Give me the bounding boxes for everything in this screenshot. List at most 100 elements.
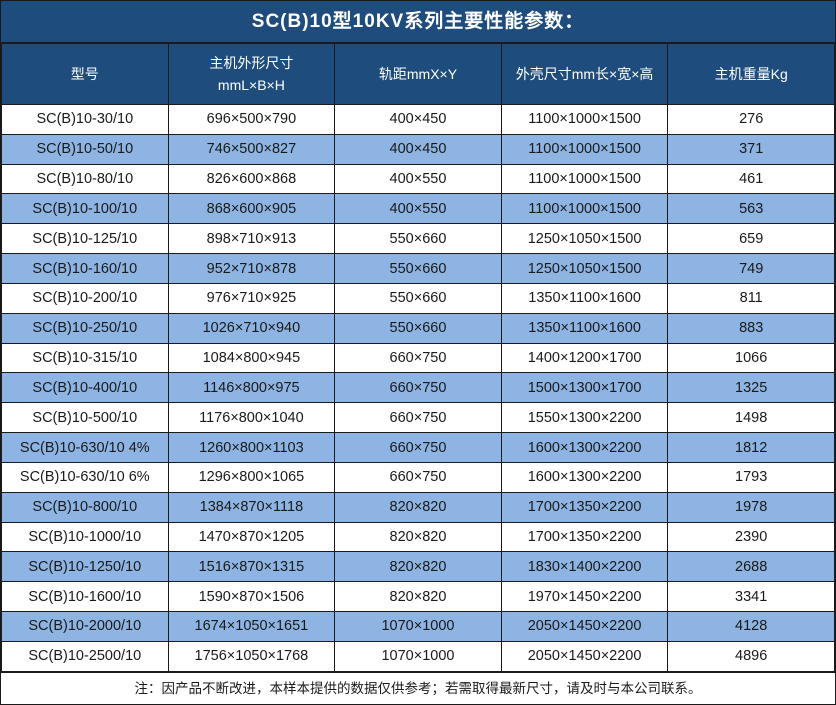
table-cell: 952×710×878 bbox=[167, 253, 336, 284]
table-cell: 1325 bbox=[667, 372, 835, 404]
table-cell: SC(B)10-630/10 4% bbox=[1, 432, 169, 463]
table-cell: 660×750 bbox=[334, 372, 502, 404]
table-cell: 276 bbox=[667, 104, 835, 135]
table-row: SC(B)10-630/10 4% 1260×800×1103 660×750 160… bbox=[1, 432, 835, 463]
table-cell: 1970×1450×2200 bbox=[500, 581, 669, 613]
table-cell: 563 bbox=[667, 193, 835, 225]
table-cell: 1500×1300×1700 bbox=[500, 372, 669, 404]
table-row: SC(B)10-315/10 1084×800×945 660×750 1400×12… bbox=[1, 342, 835, 374]
table-cell: SC(B)10-125/10 bbox=[1, 223, 169, 255]
table-cell: SC(B)10-315/10 bbox=[1, 342, 169, 374]
spec-table: 型号 主机外形尺寸 mmL×B×H 轨距mmX×Y 外壳尺寸mm长×宽×高 主机重量Kg … bbox=[1, 43, 835, 673]
table-cell: 400×550 bbox=[334, 163, 502, 195]
table-row: SC(B)10-250/10 1026×710×940 550×660 1350×11… bbox=[1, 312, 835, 344]
table-row: SC(B)10-400/10 1146×800×975 660×750 1500×13… bbox=[1, 372, 835, 404]
table-cell: 400×450 bbox=[334, 104, 502, 135]
table-row: SC(B)10-2500/10 1756×1050×1768 1070×1000 20… bbox=[1, 640, 835, 673]
table-cell: 660×750 bbox=[334, 461, 502, 493]
table-cell: 883 bbox=[667, 312, 835, 344]
table-cell: 1100×1000×1500 bbox=[500, 193, 669, 225]
table-cell: 898×710×913 bbox=[167, 223, 336, 255]
table-cell: 1550×1300×2200 bbox=[500, 402, 669, 434]
table-row: SC(B)10-80/10 826×600×868 400×550 1100×1000… bbox=[1, 163, 835, 195]
table-cell: 1700×1350×2200 bbox=[500, 491, 669, 523]
table-cell: 4128 bbox=[667, 611, 835, 642]
table-cell: 1100×1000×1500 bbox=[500, 104, 669, 135]
table-cell: 1250×1050×1500 bbox=[500, 253, 669, 284]
table-cell: 1978 bbox=[667, 491, 835, 523]
table-cell: 1516×870×1315 bbox=[167, 551, 336, 583]
table-cell: 820×820 bbox=[334, 551, 502, 583]
table-cell: SC(B)10-1250/10 bbox=[1, 551, 169, 583]
table-cell: 1498 bbox=[667, 402, 835, 434]
table-cell: 660×750 bbox=[334, 342, 502, 374]
page-title: SC(B)10型10KV系列主要性能参数： bbox=[1, 1, 835, 43]
table-cell: SC(B)10-630/10 6% bbox=[1, 461, 169, 493]
table-cell: 1600×1300×2200 bbox=[500, 461, 669, 493]
table-cell: SC(B)10-2500/10 bbox=[1, 640, 169, 673]
header-row: 型号 主机外形尺寸 mmL×B×H 轨距mmX×Y 外壳尺寸mm长×宽×高 主机重量Kg bbox=[1, 43, 835, 105]
table-row: SC(B)10-30/10 696×500×790 400×450 1100×1000… bbox=[1, 104, 835, 135]
table-cell: 696×500×790 bbox=[167, 104, 336, 135]
table-cell: 400×550 bbox=[334, 193, 502, 225]
table-cell: 749 bbox=[667, 253, 835, 284]
table-cell: 1250×1050×1500 bbox=[500, 223, 669, 255]
table-row: SC(B)10-1600/10 1590×870×1506 820×820 1970×… bbox=[1, 581, 835, 613]
column-header: 主机外形尺寸 mmL×B×H bbox=[167, 43, 336, 105]
table-cell: SC(B)10-100/10 bbox=[1, 193, 169, 225]
table-cell: SC(B)10-250/10 bbox=[1, 312, 169, 344]
table-cell: 2050×1450×2200 bbox=[500, 640, 669, 673]
table-cell: 1176×800×1040 bbox=[167, 402, 336, 434]
table-cell: 1070×1000 bbox=[334, 640, 502, 673]
table-cell: 1100×1000×1500 bbox=[500, 163, 669, 195]
table-cell: 976×710×925 bbox=[167, 282, 336, 314]
table-row: SC(B)10-160/10 952×710×878 550×660 1250×105… bbox=[1, 253, 835, 284]
table-row: SC(B)10-1000/10 1470×870×1205 820×820 1700×… bbox=[1, 521, 835, 553]
table-row: SC(B)10-125/10 898×710×913 550×660 1250×105… bbox=[1, 223, 835, 255]
table-row: SC(B)10-800/10 1384×870×1118 820×820 1700×1… bbox=[1, 491, 835, 523]
table-cell: 1296×800×1065 bbox=[167, 461, 336, 493]
table-cell: 2050×1450×2200 bbox=[500, 611, 669, 642]
table-cell: 1600×1300×2200 bbox=[500, 432, 669, 463]
table-row: SC(B)10-630/10 6% 1296×800×1065 660×750 160… bbox=[1, 461, 835, 493]
table-cell: SC(B)10-30/10 bbox=[1, 104, 169, 135]
column-header: 型号 bbox=[1, 43, 169, 105]
table-cell: 1146×800×975 bbox=[167, 372, 336, 404]
table-cell: SC(B)10-1000/10 bbox=[1, 521, 169, 553]
table-cell: 3341 bbox=[667, 581, 835, 613]
table-cell: SC(B)10-1600/10 bbox=[1, 581, 169, 613]
table-cell: 1260×800×1103 bbox=[167, 432, 336, 463]
table-cell: 550×660 bbox=[334, 312, 502, 344]
table-cell: 1400×1200×1700 bbox=[500, 342, 669, 374]
table-cell: 820×820 bbox=[334, 521, 502, 553]
table-cell: 660×750 bbox=[334, 402, 502, 434]
table-cell: 1350×1100×1600 bbox=[500, 282, 669, 314]
table-cell: 826×600×868 bbox=[167, 163, 336, 195]
table-cell: 820×820 bbox=[334, 581, 502, 613]
table-cell: 1384×870×1118 bbox=[167, 491, 336, 523]
column-header: 主机重量Kg bbox=[667, 43, 835, 105]
table-cell: 660×750 bbox=[334, 432, 502, 463]
table-cell: 1590×870×1506 bbox=[167, 581, 336, 613]
table-cell: 400×450 bbox=[334, 133, 502, 165]
table-cell: SC(B)10-160/10 bbox=[1, 253, 169, 284]
table-cell: 868×600×905 bbox=[167, 193, 336, 225]
table-cell: 1793 bbox=[667, 461, 835, 493]
table-row: SC(B)10-200/10 976×710×925 550×660 1350×110… bbox=[1, 282, 835, 314]
table-cell: 1100×1000×1500 bbox=[500, 133, 669, 165]
table-row: SC(B)10-100/10 868×600×905 400×550 1100×100… bbox=[1, 193, 835, 225]
table-cell: 4896 bbox=[667, 640, 835, 673]
table-row: SC(B)10-500/10 1176×800×1040 660×750 1550×1… bbox=[1, 402, 835, 434]
table-body: SC(B)10-30/10 696×500×790 400×450 1100×1000… bbox=[1, 104, 835, 673]
table-cell: 1470×870×1205 bbox=[167, 521, 336, 553]
table-cell: 1026×710×940 bbox=[167, 312, 336, 344]
table-cell: SC(B)10-500/10 bbox=[1, 402, 169, 434]
table-cell: 811 bbox=[667, 282, 835, 314]
column-header: 轨距mmX×Y bbox=[334, 43, 502, 105]
table-cell: SC(B)10-400/10 bbox=[1, 372, 169, 404]
table-cell: SC(B)10-800/10 bbox=[1, 491, 169, 523]
table-row: SC(B)10-2000/10 1674×1050×1651 1070×1000 20… bbox=[1, 611, 835, 642]
table-cell: 1350×1100×1600 bbox=[500, 312, 669, 344]
table-row: SC(B)10-50/10 746×500×827 400×450 1100×1000… bbox=[1, 133, 835, 165]
